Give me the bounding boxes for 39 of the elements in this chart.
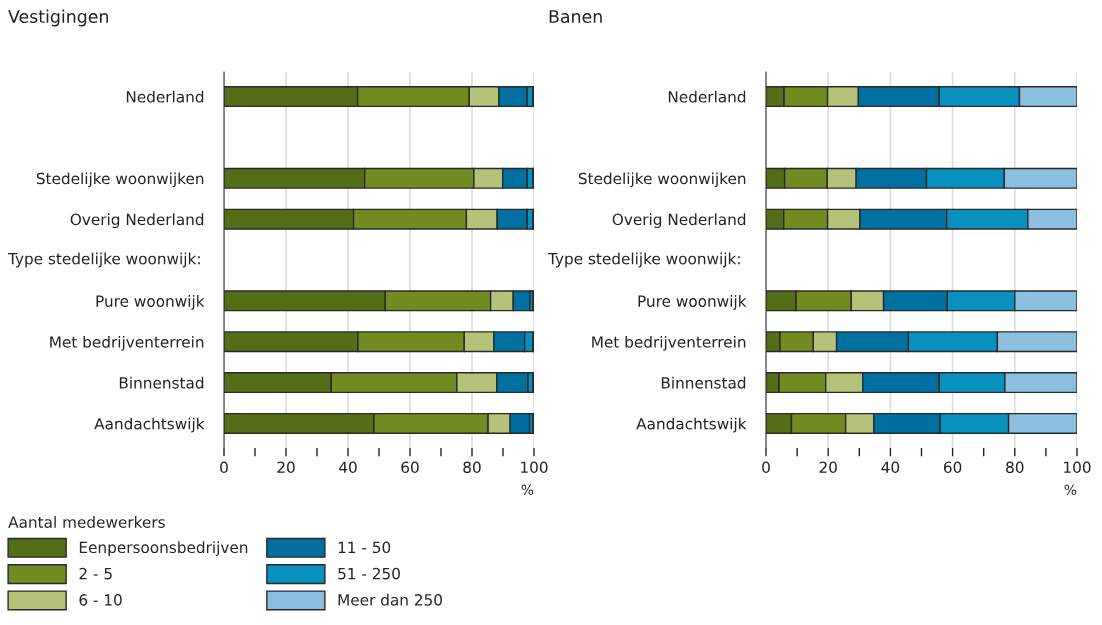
legend-title: Aantal medewerkers [8,516,165,528]
text: Vestigingen [8,9,108,27]
legend-label: 2 - 5 [79,567,112,580]
text: Type stedelijke woonwijk: [547,252,740,268]
text: Type stedelijke woonwijk: [7,252,200,268]
x-tick-label: 20 [819,461,837,474]
y-tick-label: Overig Nederland [612,213,746,229]
y-tick-label: Overig Nederland [70,213,204,229]
y-tick-label: Aandachtswijk [636,417,747,433]
x-tick-label: 100 [1064,461,1091,474]
y-tick-label: Stedelijke woonwijken [36,172,204,188]
y-tick-label: Pure woonwijk [96,295,205,310]
x-tick-label: 100 [521,461,548,474]
y-tick-label: Stedelijke woonwijken [578,172,746,188]
text: Banen [549,10,602,24]
x-tick-label: 0 [762,461,770,474]
legend-label: Meer dan 250 [338,593,442,606]
x-tick-label: 40 [881,461,900,474]
legend-label: 11 - 50 [338,541,391,554]
x-tick-label: 60 [401,461,419,474]
y-tick-label: Nederland [126,90,204,103]
x-tick-label: 80 [1006,461,1024,474]
y-tick-label: Nederland [668,90,746,103]
x-axis-title: % [1064,484,1077,496]
x-tick-label: 60 [943,461,962,474]
y-tick-label: Aandachtswijk [94,417,205,433]
legend-label: 6 - 10 [79,594,122,606]
x-tick-label: 80 [463,461,481,474]
y-tick-label: Met bedrijventerrein [50,335,204,351]
legend-label: 51 - 250 [338,567,400,580]
legend-label: Eenpersoonsbedrijven [79,541,248,557]
x-tick-label: 0 [220,461,228,474]
x-tick-label: 40 [339,461,357,474]
y-tick-label: Pure woonwijk [638,295,747,310]
x-tick-label: 20 [277,461,295,474]
y-tick-label: Binnenstad [661,376,746,389]
x-axis-title: % [521,484,534,496]
y-tick-label: Met bedrijventerrein [592,335,746,351]
y-tick-label: Binnenstad [119,376,204,389]
